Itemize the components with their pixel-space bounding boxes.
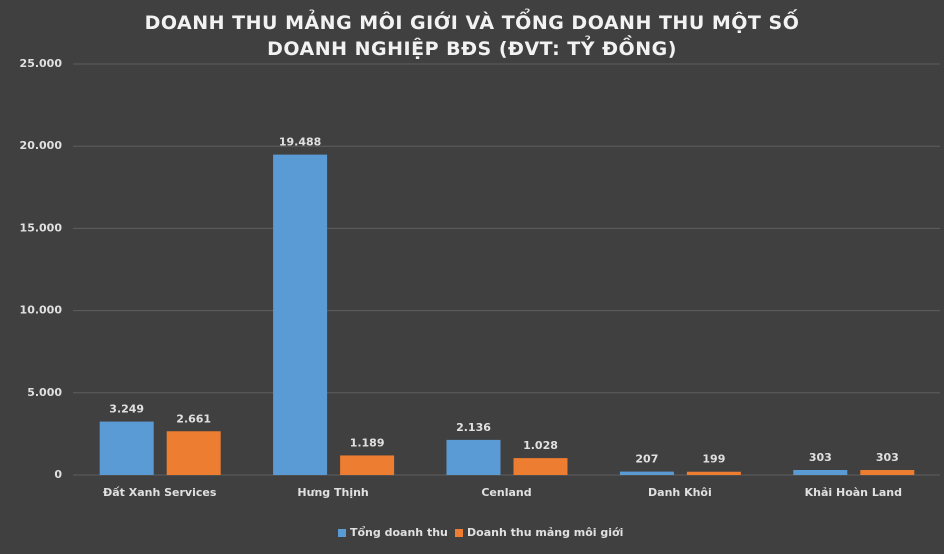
y-tick-label: 15.000 xyxy=(20,221,63,234)
bar xyxy=(99,421,154,475)
value-label: 303 xyxy=(876,451,899,464)
bar xyxy=(340,455,395,475)
y-tick-label: 20.000 xyxy=(20,139,63,152)
y-tick-label: 25.000 xyxy=(20,57,63,70)
bar xyxy=(686,471,741,475)
chart-title: DOANH THU MẢNG MÔI GIỚI VÀ TỔNG DOANH TH… xyxy=(144,12,800,60)
bar xyxy=(166,431,221,475)
legend-label: Tổng doanh thu xyxy=(350,526,448,539)
bar xyxy=(513,458,568,475)
legend-swatch xyxy=(455,529,463,537)
value-label: 19.488 xyxy=(279,136,321,149)
bar xyxy=(619,471,674,475)
y-tick-label: 0 xyxy=(54,468,62,481)
value-label: 2.661 xyxy=(176,412,211,425)
value-label: 207 xyxy=(635,453,658,466)
bar xyxy=(793,470,848,475)
y-tick-label: 10.000 xyxy=(20,304,63,317)
legend-label: Doanh thu mảng môi giới xyxy=(467,526,623,539)
value-label: 303 xyxy=(809,451,832,464)
legend-swatch xyxy=(338,529,346,537)
x-tick-label: Đất Xanh Services xyxy=(103,486,217,499)
value-label: 1.189 xyxy=(350,436,385,449)
x-tick-label: Danh Khôi xyxy=(648,486,712,499)
value-label: 1.028 xyxy=(523,439,558,452)
value-label: 199 xyxy=(702,453,725,466)
value-label: 2.136 xyxy=(456,421,491,434)
x-tick-label: Hưng Thịnh xyxy=(297,486,368,499)
bar xyxy=(273,154,328,475)
value-label: 3.249 xyxy=(109,403,144,416)
x-tick-label: Cenland xyxy=(481,486,531,499)
bar xyxy=(860,470,915,475)
bar xyxy=(446,439,501,475)
y-tick-label: 5.000 xyxy=(27,386,62,399)
x-tick-label: Khải Hoàn Land xyxy=(805,486,902,499)
